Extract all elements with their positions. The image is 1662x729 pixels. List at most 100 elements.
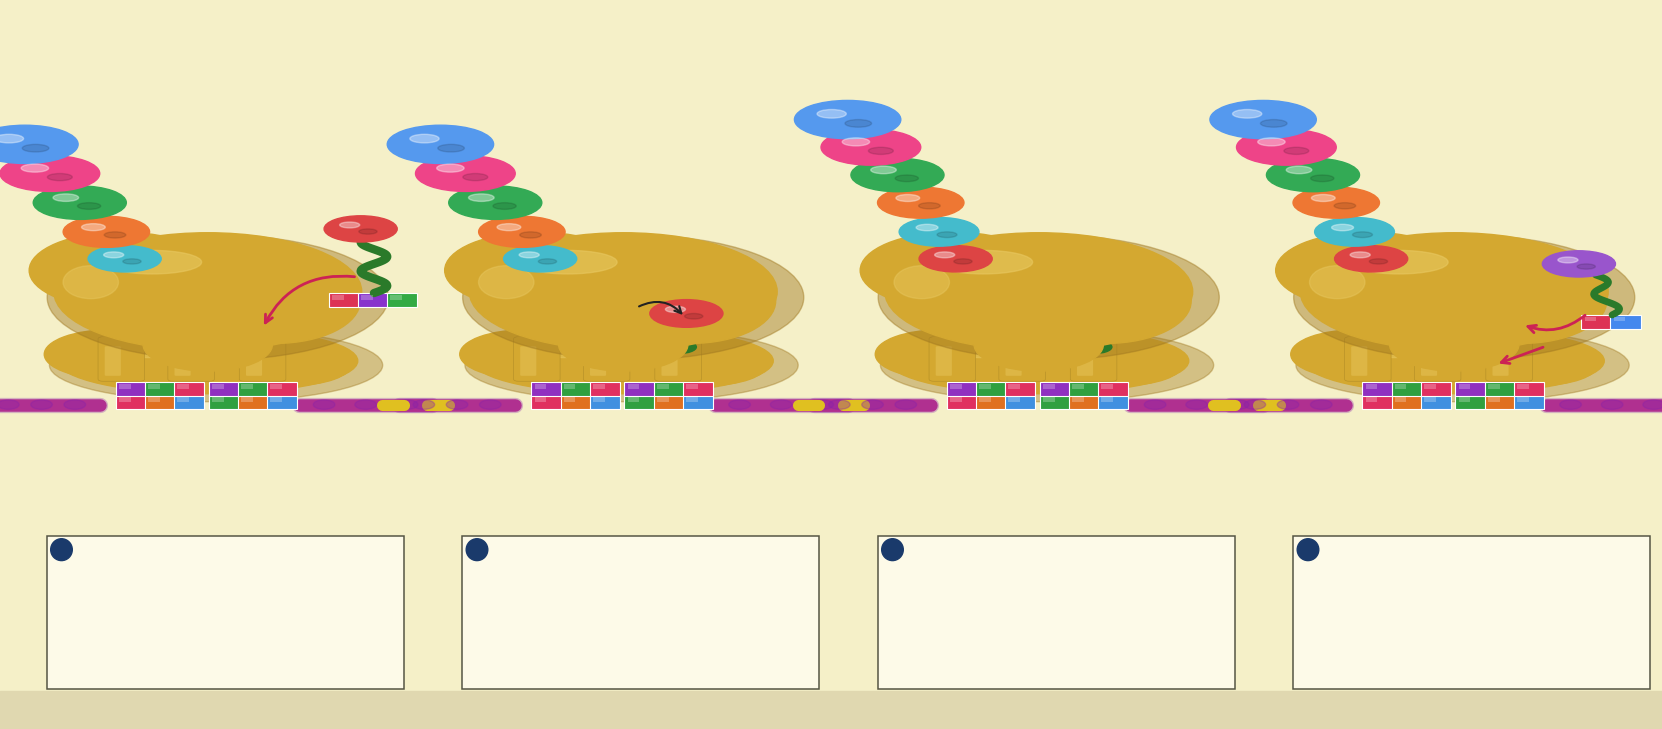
FancyBboxPatch shape xyxy=(655,337,701,381)
FancyBboxPatch shape xyxy=(1040,395,1070,409)
FancyBboxPatch shape xyxy=(999,337,1045,381)
Ellipse shape xyxy=(1350,338,1439,357)
FancyBboxPatch shape xyxy=(1421,395,1451,409)
Ellipse shape xyxy=(1369,259,1388,264)
FancyBboxPatch shape xyxy=(1421,382,1451,396)
FancyBboxPatch shape xyxy=(661,346,678,376)
Ellipse shape xyxy=(1258,138,1285,146)
FancyBboxPatch shape xyxy=(593,384,605,389)
Ellipse shape xyxy=(387,125,494,163)
Ellipse shape xyxy=(63,399,86,410)
Ellipse shape xyxy=(1237,129,1336,165)
Ellipse shape xyxy=(665,306,685,313)
Ellipse shape xyxy=(1143,399,1167,410)
FancyBboxPatch shape xyxy=(1069,382,1099,396)
Ellipse shape xyxy=(607,259,776,343)
FancyBboxPatch shape xyxy=(1459,384,1471,389)
Ellipse shape xyxy=(1489,335,1529,343)
FancyBboxPatch shape xyxy=(105,346,121,376)
FancyBboxPatch shape xyxy=(1099,382,1128,396)
FancyBboxPatch shape xyxy=(1610,315,1640,329)
Ellipse shape xyxy=(851,158,944,192)
Ellipse shape xyxy=(829,399,851,410)
Ellipse shape xyxy=(1293,235,1635,360)
FancyBboxPatch shape xyxy=(116,382,146,396)
Ellipse shape xyxy=(538,259,557,264)
FancyBboxPatch shape xyxy=(653,395,683,409)
FancyBboxPatch shape xyxy=(387,293,417,307)
FancyBboxPatch shape xyxy=(656,397,668,402)
FancyBboxPatch shape xyxy=(947,382,977,396)
Ellipse shape xyxy=(1009,274,1035,287)
Ellipse shape xyxy=(1080,274,1107,287)
Ellipse shape xyxy=(101,335,141,343)
FancyBboxPatch shape xyxy=(175,346,191,376)
FancyBboxPatch shape xyxy=(951,384,962,389)
FancyBboxPatch shape xyxy=(1363,395,1393,409)
Ellipse shape xyxy=(1559,399,1582,410)
FancyBboxPatch shape xyxy=(148,397,160,402)
FancyBboxPatch shape xyxy=(628,384,640,389)
Ellipse shape xyxy=(479,217,565,247)
FancyBboxPatch shape xyxy=(1582,315,1612,329)
Ellipse shape xyxy=(1260,120,1286,127)
Ellipse shape xyxy=(868,147,894,155)
FancyBboxPatch shape xyxy=(120,397,131,402)
FancyBboxPatch shape xyxy=(1351,346,1368,376)
FancyBboxPatch shape xyxy=(1394,384,1406,389)
Ellipse shape xyxy=(517,335,557,343)
FancyBboxPatch shape xyxy=(979,384,991,389)
FancyBboxPatch shape xyxy=(1009,384,1020,389)
FancyBboxPatch shape xyxy=(683,395,713,409)
FancyBboxPatch shape xyxy=(520,346,537,376)
Ellipse shape xyxy=(474,328,773,394)
Ellipse shape xyxy=(449,186,542,219)
Ellipse shape xyxy=(871,166,896,174)
Ellipse shape xyxy=(191,259,361,343)
FancyBboxPatch shape xyxy=(878,536,1235,689)
Ellipse shape xyxy=(53,194,78,201)
Ellipse shape xyxy=(63,217,150,247)
Ellipse shape xyxy=(22,144,48,152)
Ellipse shape xyxy=(1266,158,1360,192)
FancyBboxPatch shape xyxy=(590,346,607,376)
Ellipse shape xyxy=(469,233,778,351)
FancyBboxPatch shape xyxy=(1484,395,1514,409)
Ellipse shape xyxy=(876,330,1010,379)
Ellipse shape xyxy=(0,399,18,410)
Ellipse shape xyxy=(919,246,992,272)
FancyBboxPatch shape xyxy=(563,384,575,389)
FancyBboxPatch shape xyxy=(653,382,683,396)
FancyBboxPatch shape xyxy=(332,295,344,300)
Ellipse shape xyxy=(30,232,214,308)
Ellipse shape xyxy=(105,232,126,238)
FancyBboxPatch shape xyxy=(1366,384,1378,389)
Ellipse shape xyxy=(665,274,691,287)
Ellipse shape xyxy=(919,203,941,209)
Ellipse shape xyxy=(883,539,904,561)
Ellipse shape xyxy=(445,232,630,308)
Ellipse shape xyxy=(171,335,211,343)
Ellipse shape xyxy=(934,338,1024,357)
Ellipse shape xyxy=(63,265,118,299)
Ellipse shape xyxy=(1311,195,1335,201)
Ellipse shape xyxy=(412,399,435,410)
FancyBboxPatch shape xyxy=(1069,395,1099,409)
FancyBboxPatch shape xyxy=(560,382,590,396)
Ellipse shape xyxy=(1419,340,1456,354)
FancyBboxPatch shape xyxy=(593,397,605,402)
Ellipse shape xyxy=(937,232,957,238)
Ellipse shape xyxy=(844,120,871,127)
FancyBboxPatch shape xyxy=(514,337,560,381)
Ellipse shape xyxy=(587,335,627,343)
Ellipse shape xyxy=(1062,343,1183,386)
Ellipse shape xyxy=(954,259,972,264)
Ellipse shape xyxy=(1286,166,1311,174)
Ellipse shape xyxy=(934,250,1032,274)
Ellipse shape xyxy=(1310,399,1333,410)
FancyBboxPatch shape xyxy=(116,395,146,409)
Ellipse shape xyxy=(881,329,1213,402)
FancyBboxPatch shape xyxy=(1102,397,1114,402)
FancyBboxPatch shape xyxy=(178,397,189,402)
Ellipse shape xyxy=(1424,274,1451,287)
